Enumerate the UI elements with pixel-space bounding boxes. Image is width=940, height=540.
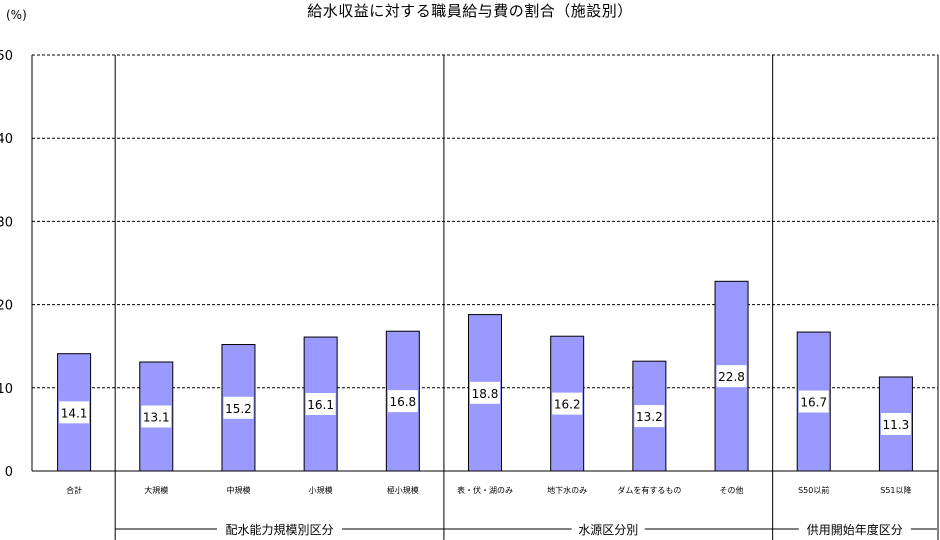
x-tick-label: 小規模 — [309, 485, 333, 495]
value-label: 15.2 — [225, 402, 252, 416]
y-tick-label: 50 — [0, 49, 13, 64]
value-label: 16.2 — [554, 398, 581, 412]
y-tick-label: 30 — [0, 215, 13, 230]
group-label: 水源区分別 — [578, 523, 638, 537]
value-label-box — [223, 396, 254, 419]
value-label: 16.1 — [307, 398, 334, 412]
value-label: 13.1 — [143, 411, 170, 425]
value-label: 18.8 — [472, 387, 499, 401]
y-axis-unit: (%) — [6, 8, 27, 22]
value-label-box — [387, 390, 418, 413]
value-label: 22.8 — [718, 370, 745, 384]
group-label: 供用開始年度区分 — [807, 522, 903, 537]
value-label-box — [141, 405, 172, 428]
value-label: 11.3 — [883, 418, 910, 432]
x-tick-label: 地下水のみ — [547, 485, 587, 495]
value-label-box — [798, 390, 829, 413]
value-label-box — [552, 392, 583, 415]
x-tick-label: 大規模 — [144, 485, 168, 495]
y-tick-label: 40 — [0, 132, 13, 147]
x-tick-label: その他 — [720, 485, 744, 495]
value-label-box — [880, 412, 911, 435]
x-tick-label: 中規模 — [226, 485, 250, 495]
value-label-box — [716, 365, 747, 388]
value-label: 13.2 — [636, 410, 663, 424]
value-label: 14.1 — [61, 406, 88, 420]
x-tick-label: 合計 — [66, 485, 82, 495]
x-tick-label: 表・伏・湖のみ — [457, 485, 513, 495]
chart-title: 給水収益に対する職員給与費の割合（施設別） — [307, 2, 633, 20]
y-tick-label: 0 — [5, 465, 13, 480]
value-label: 16.7 — [800, 396, 827, 410]
x-tick-label: S50以前 — [798, 485, 829, 495]
x-tick-label: S51以降 — [880, 485, 911, 495]
x-tick-label: 極小規模 — [387, 485, 419, 495]
value-label: 16.8 — [389, 395, 416, 409]
x-tick-label: ダムを有するもの — [617, 485, 681, 495]
value-label-box — [634, 405, 665, 428]
y-tick-label: 10 — [0, 382, 13, 397]
value-label-box — [59, 401, 90, 424]
value-label-box — [470, 381, 500, 404]
value-label-box — [305, 393, 336, 416]
group-label: 配水能力規模別区分 — [226, 522, 334, 537]
y-tick-label: 20 — [0, 299, 13, 314]
